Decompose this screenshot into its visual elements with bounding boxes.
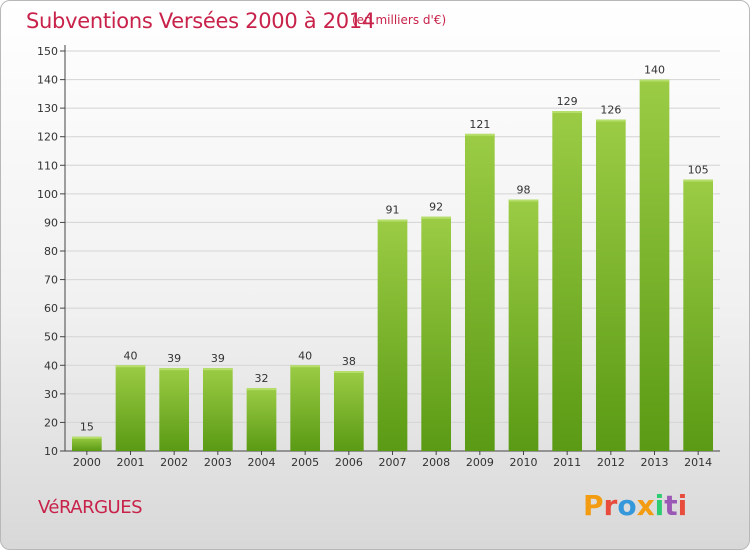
data-label: 129 <box>557 95 578 108</box>
bar-highlight <box>595 119 626 122</box>
data-label: 38 <box>342 355 356 368</box>
data-label: 98 <box>517 184 531 197</box>
y-tick-label: 100 <box>37 188 58 201</box>
bar-highlight <box>333 371 364 373</box>
y-tick-label: 50 <box>44 331 58 344</box>
data-label: 40 <box>298 349 312 362</box>
bar <box>71 436 102 451</box>
logo-letter: i <box>677 489 688 522</box>
bar <box>464 133 495 451</box>
bar-highlight <box>508 199 539 202</box>
x-tick-label: 2012 <box>597 456 625 469</box>
y-tick-label: 120 <box>37 131 58 144</box>
bar-highlight <box>464 133 495 136</box>
y-tick-label: 40 <box>44 359 58 372</box>
bar-highlight <box>115 365 146 368</box>
bar <box>683 179 714 452</box>
x-tick-label: 2003 <box>204 456 232 469</box>
bar-highlight <box>290 365 321 368</box>
x-tick-label: 2004 <box>248 456 276 469</box>
bar <box>508 199 539 451</box>
bar-highlight <box>246 388 277 391</box>
bar <box>115 365 146 451</box>
y-tick-label: 20 <box>44 416 58 429</box>
bar-highlight <box>71 436 102 439</box>
bar <box>552 111 583 451</box>
data-label: 140 <box>644 64 665 77</box>
commune-name: VéRARGUES <box>38 497 143 518</box>
logo-letter: P <box>583 489 604 522</box>
chart-title: Subventions Versées 2000 à 2014 <box>26 9 375 33</box>
data-label: 105 <box>688 164 709 177</box>
x-tick-label: 2010 <box>510 456 538 469</box>
data-label: 32 <box>255 372 269 385</box>
bar-highlight <box>552 111 583 113</box>
proxiti-logo[interactable]: Proxiti <box>583 489 687 522</box>
bar <box>159 368 190 451</box>
x-tick-label: 2008 <box>422 456 450 469</box>
bar-chart: 10 20 30 40 50 60 70 80 90 100 110 120 130 140 150 15 2… <box>37 45 720 469</box>
x-tick-label: 2009 <box>466 456 494 469</box>
bar <box>333 371 364 451</box>
x-tick-label: 2006 <box>335 456 363 469</box>
logo-letter: i <box>654 489 665 522</box>
logo-letter: x <box>636 489 655 522</box>
y-tick-label: 150 <box>37 45 58 58</box>
bar-highlight <box>639 79 670 82</box>
bar-highlight <box>683 179 714 182</box>
data-label: 126 <box>600 104 621 117</box>
data-label: 91 <box>386 204 400 217</box>
bar <box>290 365 321 451</box>
x-tick-label: 2005 <box>291 456 319 469</box>
x-tick-label: 2013 <box>641 456 669 469</box>
logo-letter: t <box>664 489 678 522</box>
logo-letter: r <box>603 489 618 522</box>
y-tick-label: 110 <box>37 159 58 172</box>
x-tick-label: 2000 <box>73 456 101 469</box>
data-label: 39 <box>211 352 225 365</box>
bar <box>421 216 452 451</box>
bar <box>639 79 670 452</box>
x-tick-label: 2014 <box>684 456 712 469</box>
bar <box>595 119 626 452</box>
data-label: 40 <box>124 349 138 362</box>
x-tick-label: 2011 <box>553 456 581 469</box>
bar-highlight <box>421 216 452 219</box>
y-tick-label: 30 <box>44 388 58 401</box>
bar <box>377 219 408 451</box>
x-tick-label: 2002 <box>160 456 188 469</box>
x-tick-label: 2007 <box>379 456 407 469</box>
x-tick-label: 2001 <box>117 456 145 469</box>
logo-letter: o <box>617 489 637 522</box>
data-label: 121 <box>469 118 490 131</box>
chart-subtitle: (en milliers d'€) <box>352 13 447 27</box>
y-tick-label: 130 <box>37 102 58 115</box>
bar <box>246 388 277 451</box>
y-tick-label: 80 <box>44 245 58 258</box>
y-tick-label: 90 <box>44 216 58 229</box>
bar <box>202 368 233 451</box>
y-tick-label: 10 <box>44 445 58 458</box>
data-label: 39 <box>167 352 181 365</box>
data-label: 92 <box>429 201 443 214</box>
bar-highlight <box>377 219 408 222</box>
y-tick-label: 60 <box>44 302 58 315</box>
data-label: 15 <box>80 421 94 434</box>
y-tick-label: 70 <box>44 274 58 287</box>
y-tick-label: 140 <box>37 74 58 87</box>
bar-highlight <box>159 368 190 371</box>
bar-highlight <box>202 368 233 371</box>
